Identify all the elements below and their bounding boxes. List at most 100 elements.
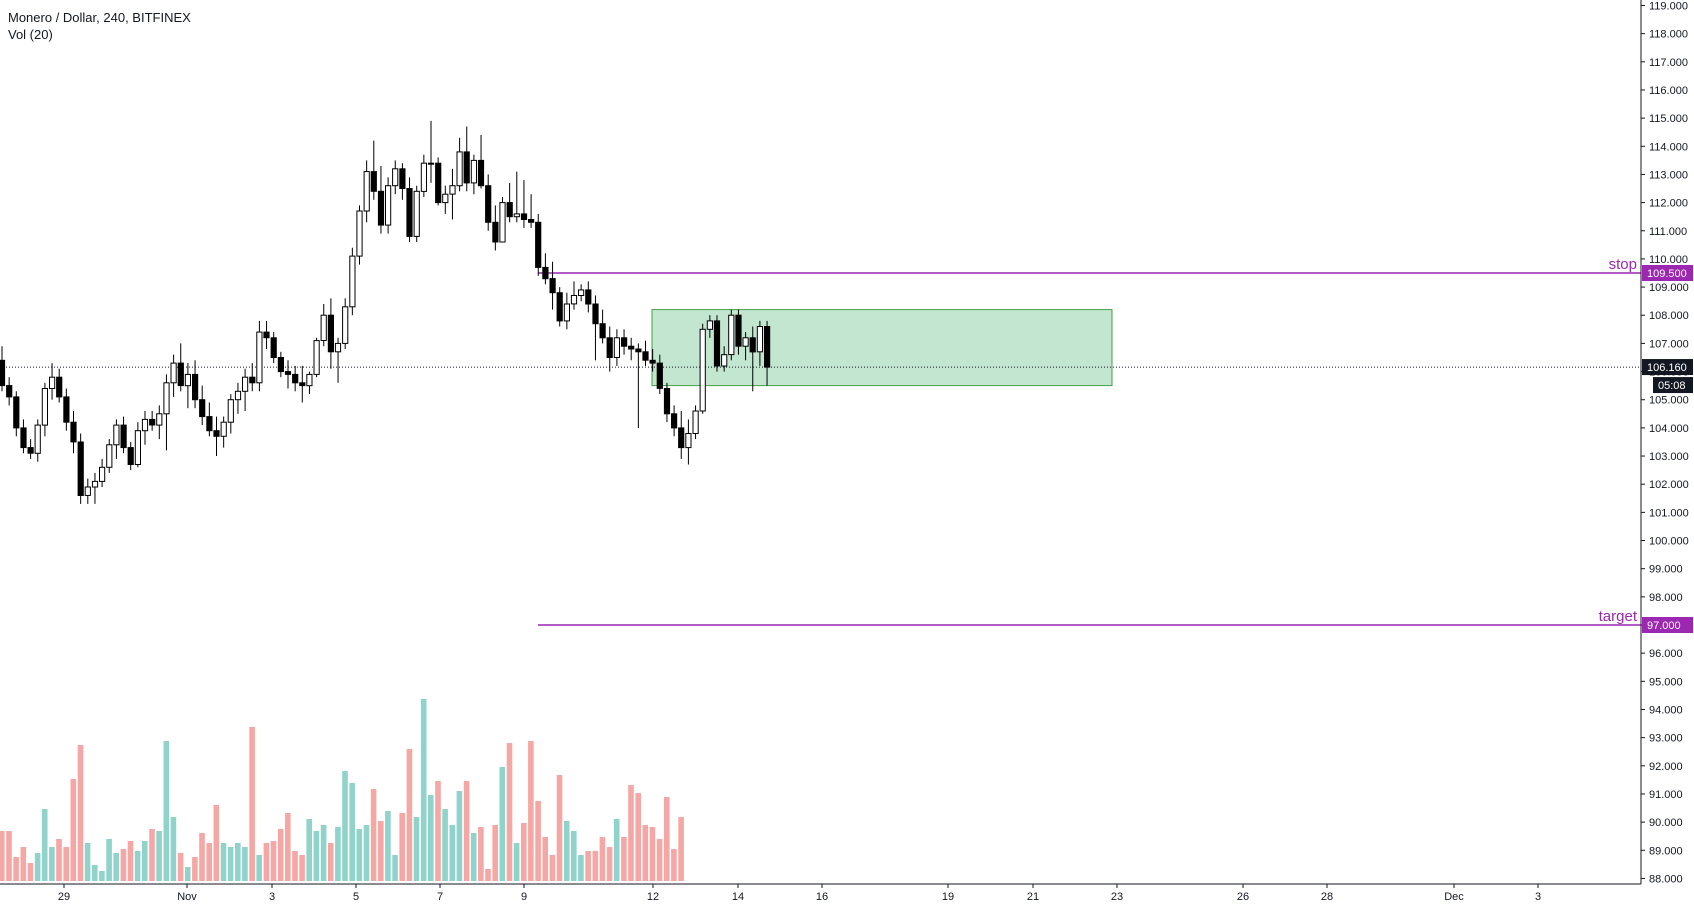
candle-up	[420, 162, 427, 192]
volume-bar	[442, 809, 448, 881]
time-tick-label: 14	[732, 891, 744, 903]
volume-bar	[406, 749, 413, 881]
candle-down	[127, 447, 134, 466]
candle-up	[313, 340, 320, 375]
volume-bar	[127, 841, 134, 881]
candle-down	[628, 345, 635, 350]
volume-bar	[599, 837, 606, 881]
candle-down	[542, 266, 549, 280]
candle-down	[749, 337, 756, 353]
candle-down	[27, 447, 34, 454]
candle-up	[170, 362, 177, 384]
candle-up	[578, 289, 585, 296]
candle-up	[449, 185, 456, 195]
candle-down	[277, 357, 284, 373]
volume-bar	[463, 781, 470, 881]
volume-bar	[235, 843, 241, 881]
volume-bar	[613, 819, 620, 881]
entry-zone-rect	[651, 309, 1113, 387]
volume-bar	[349, 783, 355, 881]
candle-down	[506, 202, 513, 218]
volume-bar	[113, 853, 119, 881]
volume-bar	[27, 863, 34, 881]
volume-bar	[385, 811, 391, 881]
volume-bar	[449, 825, 456, 881]
candle-up	[234, 390, 242, 401]
volume-bar	[242, 847, 248, 881]
candle-up	[728, 314, 735, 356]
candle-up	[84, 486, 91, 496]
candle-down	[556, 292, 563, 322]
candle-down	[435, 162, 442, 204]
candle-down	[299, 382, 306, 387]
volume-bar	[664, 797, 670, 881]
volume-bar	[177, 853, 184, 881]
candle-up	[91, 480, 99, 488]
price-tick-label: 90.000	[1649, 817, 1683, 829]
volume-bar	[306, 819, 312, 881]
candle-down	[192, 373, 199, 401]
candle-up	[220, 421, 227, 437]
volume-bar	[92, 865, 98, 881]
volume-bar	[378, 821, 384, 881]
price-axis: 88.000 89.000 90.000 91.000 92.000 93.000 94.0…	[1640, 0, 1689, 885]
volume-bar	[256, 855, 262, 881]
volume-bar	[120, 849, 127, 881]
candle-down	[120, 424, 127, 449]
volume-bar	[628, 785, 634, 881]
candle-down	[199, 399, 206, 418]
candle-up	[513, 213, 520, 218]
candle-up	[306, 373, 313, 387]
time-axis: 29 Nov 3 5 7 9 12 14 16 19 21 23 26 28 Dec 3	[0, 883, 1641, 903]
price-tick-label: 114.000	[1649, 141, 1688, 153]
price-tick-label: 118.000	[1649, 29, 1688, 41]
candle-down	[549, 278, 556, 294]
volume-bar	[428, 795, 434, 881]
candle-down	[485, 185, 492, 223]
entry-zone	[651, 309, 1113, 387]
volume-bar	[99, 871, 105, 881]
volume-bar	[342, 771, 348, 881]
candle-down	[20, 427, 27, 449]
chart-legend: Monero / Dollar, 240, BITFINEX Vol (20)	[8, 9, 191, 43]
volume-bar	[149, 829, 155, 881]
candle-down	[63, 396, 70, 423]
target-price-badge: 97.000	[1647, 620, 1681, 632]
volume-bar	[213, 805, 220, 881]
candle-down	[528, 219, 535, 223]
price-tick-label: 104.000	[1649, 423, 1689, 435]
candle-up	[413, 190, 420, 237]
volume-bar	[578, 855, 584, 881]
candle-up	[256, 331, 263, 384]
candle-up	[721, 354, 728, 367]
price-tick-label: 115.000	[1649, 113, 1688, 125]
volume-bar	[635, 793, 641, 881]
volume-bar	[170, 817, 177, 881]
volume-bar	[0, 831, 5, 881]
price-tick-label: 92.000	[1649, 761, 1683, 773]
candle-up	[106, 444, 113, 468]
candle-up	[756, 326, 763, 353]
time-tick-label: 12	[647, 891, 659, 903]
volume-bar	[249, 727, 255, 881]
candle-down	[621, 337, 628, 347]
last-price-badge: 106.160	[1647, 362, 1687, 374]
candle-up	[184, 373, 192, 387]
candle-down	[327, 314, 334, 353]
candle-down	[56, 376, 63, 398]
time-tick-label: 3	[1535, 891, 1541, 903]
stop-price-badge-bg	[1642, 265, 1693, 281]
volume-bar	[142, 841, 148, 881]
candle-down	[77, 441, 84, 496]
price-tick-label: 111.000	[1649, 226, 1687, 238]
volume-bar	[678, 817, 684, 881]
volume-bar	[320, 825, 327, 881]
volume-bar	[420, 699, 427, 881]
candle-down	[477, 159, 485, 187]
volume-bar	[263, 843, 270, 881]
time-tick-label: 23	[1111, 891, 1123, 903]
volume-bar	[413, 817, 420, 881]
candle-down	[0, 359, 6, 387]
candle-up	[242, 376, 249, 392]
